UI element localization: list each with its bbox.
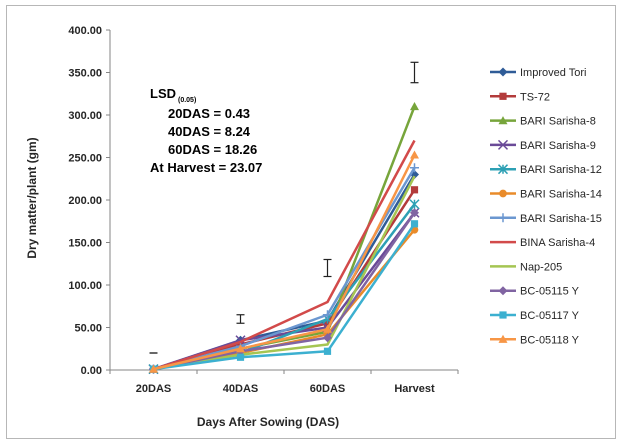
legend-label: BARI Sarisha-14 xyxy=(520,189,602,201)
error-bars xyxy=(149,61,419,354)
y-tick-label: 300.00 xyxy=(68,110,102,122)
legend-label: BINA Sarisha-4 xyxy=(520,237,595,249)
data-point xyxy=(497,139,509,150)
legend-item: BARI Sarisha-14 xyxy=(490,189,602,201)
data-point xyxy=(410,163,419,173)
legend-item: BARI Sarisha-8 xyxy=(490,116,596,128)
x-tick-label: 60DAS xyxy=(310,383,345,395)
y-axis-title: Dry matter/plant (gm) xyxy=(25,137,39,258)
data-point xyxy=(323,324,332,333)
series-line xyxy=(153,175,416,371)
data-point xyxy=(236,353,245,361)
data-point xyxy=(410,102,419,111)
series-bari-sarisha-15 xyxy=(149,163,419,374)
legend-label: BARI Sarisha-8 xyxy=(520,116,596,128)
data-point xyxy=(149,364,158,373)
data-point xyxy=(410,150,419,159)
legend-item: BARI Sarisha-15 xyxy=(490,213,602,225)
lsd-line-20das: 20DAS = 0.43 xyxy=(168,106,250,121)
data-point xyxy=(236,344,245,353)
data-point xyxy=(498,116,508,125)
data-point xyxy=(498,286,508,296)
y-tick-labels: 0.00 50.00 100.00 150.00 200.00 250.00 300.00 3… xyxy=(68,25,102,377)
data-point xyxy=(409,199,420,210)
y-tick-label: 100.00 xyxy=(68,280,102,292)
legend-label: BC-05117 Y xyxy=(520,310,580,322)
data-point xyxy=(498,213,508,223)
x-tick-label: Harvest xyxy=(394,383,435,395)
legend-label: BARI Sarisha-15 xyxy=(520,213,602,225)
lsd-title: LSD xyxy=(150,86,176,101)
series-bc-05118-y xyxy=(149,150,419,373)
y-tick-label: 150.00 xyxy=(68,238,102,250)
error-bar xyxy=(323,258,332,278)
series-bina-sarisha-4 xyxy=(153,139,416,371)
x-axis-title: Days After Sowing (DAS) xyxy=(197,415,339,429)
legend-item: BINA Sarisha-4 xyxy=(490,237,595,249)
legend-label: BC-05115 Y xyxy=(520,286,580,298)
data-point xyxy=(498,67,508,77)
lsd-line-harvest: At Harvest = 23.07 xyxy=(150,160,262,175)
data-point xyxy=(410,208,419,218)
series-line xyxy=(153,223,416,371)
x-tick-labels: 20DAS 40DAS 60DAS Harvest xyxy=(136,383,435,395)
axes xyxy=(106,29,459,374)
data-point xyxy=(323,347,332,355)
data-point xyxy=(410,220,419,228)
lsd-line-60das: 60DAS = 18.26 xyxy=(168,142,257,157)
y-tick-label: 0.00 xyxy=(81,365,102,377)
legend-label: Improved Tori xyxy=(520,67,586,79)
y-tick-label: 350.00 xyxy=(68,68,102,80)
series-line xyxy=(153,139,416,371)
lsd-annotation: LSD (0.05) 20DAS = 0.43 40DAS = 8.24 60D… xyxy=(150,86,262,175)
legend-item: TS-72 xyxy=(490,91,550,103)
x-tick-label: 20DAS xyxy=(136,383,171,395)
y-tick-label: 50.00 xyxy=(74,323,102,335)
legend-label: TS-72 xyxy=(520,91,550,103)
x-tick-label: 40DAS xyxy=(223,383,258,395)
data-point xyxy=(499,92,507,100)
data-point xyxy=(323,333,332,343)
error-bar xyxy=(410,61,419,84)
legend: Improved Tori TS-72 BARI Sarisha-8 BARI Sar… xyxy=(490,67,602,346)
y-tick-label: 200.00 xyxy=(68,195,102,207)
series-lines xyxy=(148,102,420,375)
data-point xyxy=(498,334,508,343)
data-point xyxy=(410,186,419,194)
legend-label: BARI Sarisha-9 xyxy=(520,140,596,152)
legend-item: BC-05115 Y xyxy=(490,286,580,298)
legend-item: BARI Sarisha-12 xyxy=(490,164,602,176)
legend-label: Nap-205 xyxy=(520,261,562,273)
y-tick-label: 400.00 xyxy=(68,25,102,37)
data-point xyxy=(497,164,509,175)
lsd-subscript: (0.05) xyxy=(178,97,196,104)
legend-item: BC-05118 Y xyxy=(490,334,580,346)
data-point xyxy=(323,310,332,320)
error-bar xyxy=(236,314,245,324)
legend-item: Improved Tori xyxy=(490,67,586,79)
legend-item: Nap-205 xyxy=(490,261,562,273)
legend-label: BC-05118 Y xyxy=(520,334,580,346)
data-point xyxy=(499,311,507,319)
data-point xyxy=(499,189,507,198)
y-tick-label: 250.00 xyxy=(68,153,102,165)
series-nap-205 xyxy=(153,175,416,371)
legend-item: BC-05117 Y xyxy=(490,310,580,322)
lsd-line-40das: 40DAS = 8.24 xyxy=(168,124,251,139)
chart-border xyxy=(6,5,616,439)
legend-item: BARI Sarisha-9 xyxy=(490,139,596,152)
series-line xyxy=(153,154,416,371)
legend-label: BARI Sarisha-12 xyxy=(520,164,602,176)
